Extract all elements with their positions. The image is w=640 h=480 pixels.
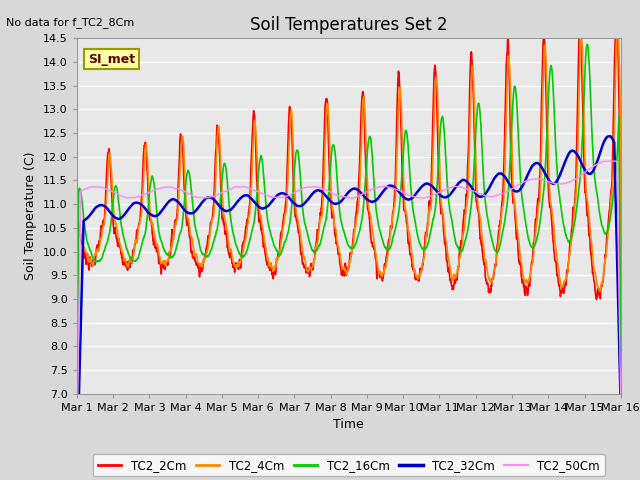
TC2_16Cm	[584, 41, 591, 47]
Line: TC2_50Cm: TC2_50Cm	[77, 161, 621, 458]
X-axis label: Time: Time	[333, 418, 364, 431]
TC2_2Cm	[617, 310, 625, 316]
TC2_2Cm	[323, 96, 331, 102]
TC2_16Cm	[323, 210, 331, 216]
TC2_16Cm	[617, 368, 625, 374]
Title: Soil Temperatures Set 2: Soil Temperatures Set 2	[250, 16, 447, 34]
TC2_4Cm	[323, 105, 331, 111]
Y-axis label: Soil Temperature (C): Soil Temperature (C)	[24, 152, 38, 280]
TC2_32Cm	[100, 204, 108, 209]
Text: SI_met: SI_met	[88, 53, 135, 66]
TC2_50Cm	[501, 190, 509, 195]
TC2_16Cm	[602, 231, 609, 237]
TC2_32Cm	[323, 194, 331, 200]
TC2_32Cm	[337, 198, 345, 204]
TC2_16Cm	[501, 215, 509, 220]
TC2_2Cm	[613, 9, 621, 14]
TC2_50Cm	[337, 193, 345, 199]
TC2_2Cm	[501, 112, 509, 118]
TC2_2Cm	[100, 215, 108, 220]
TC2_4Cm	[617, 319, 625, 324]
Line: TC2_32Cm: TC2_32Cm	[77, 136, 621, 473]
TC2_16Cm	[73, 440, 81, 445]
TC2_50Cm	[601, 158, 609, 164]
TC2_4Cm	[501, 155, 509, 161]
TC2_2Cm	[601, 261, 609, 266]
TC2_32Cm	[73, 470, 81, 476]
TC2_2Cm	[337, 272, 345, 277]
TC2_32Cm	[601, 137, 609, 143]
TC2_50Cm	[617, 407, 625, 413]
TC2_50Cm	[323, 187, 331, 193]
TC2_32Cm	[606, 133, 614, 139]
TC2_32Cm	[617, 408, 625, 414]
TC2_4Cm	[73, 466, 81, 471]
TC2_4Cm	[100, 218, 108, 224]
TC2_32Cm	[601, 137, 609, 143]
TC2_16Cm	[601, 231, 609, 237]
TC2_50Cm	[73, 456, 81, 461]
Text: No data for f_TC2_8Cm: No data for f_TC2_8Cm	[6, 17, 134, 28]
TC2_32Cm	[501, 174, 509, 180]
TC2_4Cm	[601, 258, 609, 264]
TC2_16Cm	[337, 219, 345, 225]
TC2_2Cm	[73, 469, 81, 475]
TC2_50Cm	[100, 185, 108, 191]
TC2_16Cm	[100, 248, 108, 253]
Line: TC2_2Cm: TC2_2Cm	[77, 12, 621, 472]
TC2_50Cm	[601, 158, 609, 164]
Line: TC2_4Cm: TC2_4Cm	[77, 25, 621, 468]
TC2_4Cm	[337, 260, 345, 266]
TC2_4Cm	[601, 260, 609, 265]
TC2_4Cm	[614, 23, 621, 28]
Line: TC2_16Cm: TC2_16Cm	[77, 44, 621, 443]
TC2_50Cm	[610, 158, 618, 164]
Legend: TC2_2Cm, TC2_4Cm, TC2_16Cm, TC2_32Cm, TC2_50Cm: TC2_2Cm, TC2_4Cm, TC2_16Cm, TC2_32Cm, TC…	[93, 454, 605, 477]
TC2_2Cm	[601, 257, 609, 263]
